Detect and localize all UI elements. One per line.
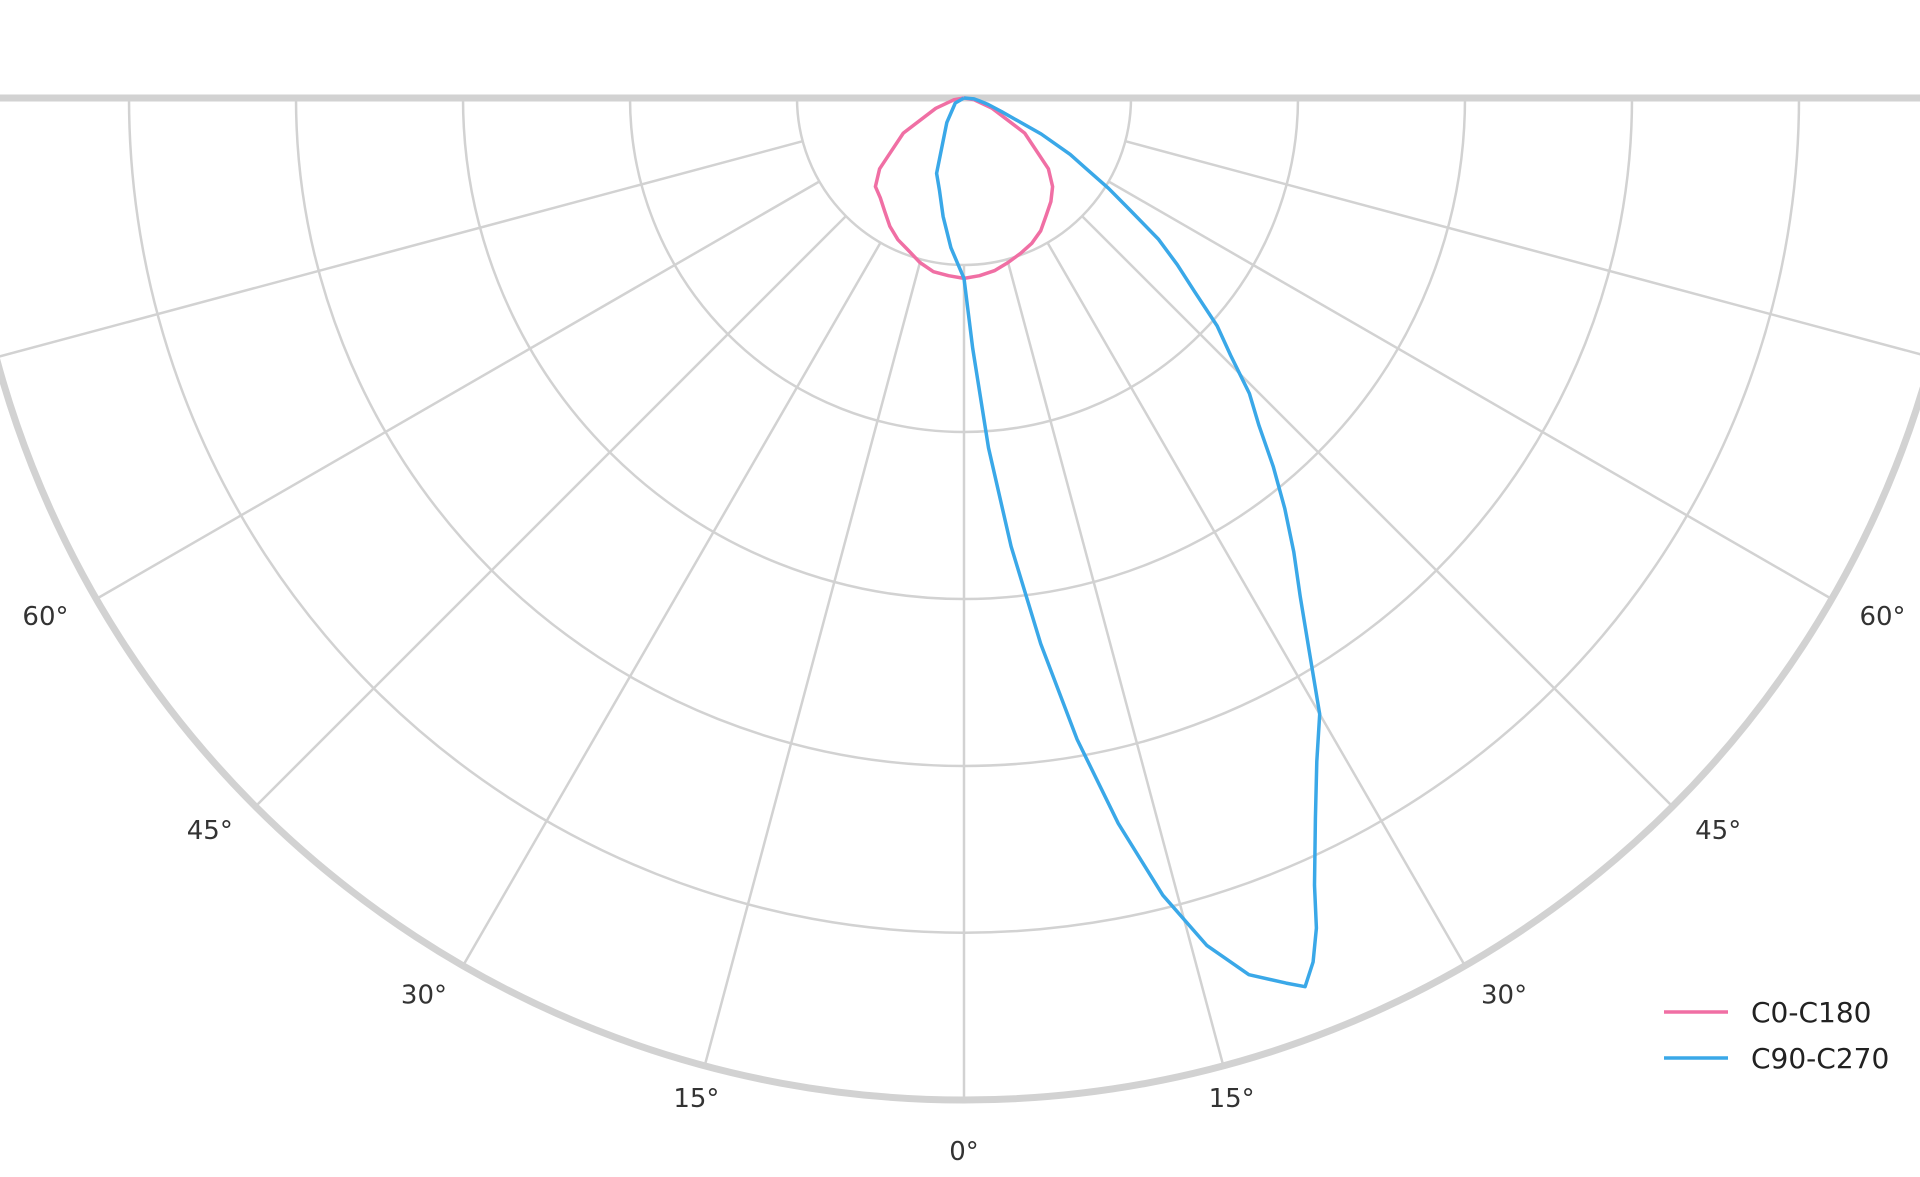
series-line-c90-c270	[934, 96, 1322, 989]
polar-grid	[0, 94, 1920, 1104]
grid-spoke	[1046, 242, 1467, 967]
angle-tick-label: 0°	[949, 1137, 979, 1167]
legend-label-c90-c270: C90-C270	[1751, 1042, 1889, 1075]
legend: C0-C180 C90-C270	[1664, 996, 1889, 1075]
grid-spoke	[703, 258, 922, 1067]
grid-spoke	[1081, 215, 1674, 808]
angle-tick-label: 30°	[1481, 980, 1527, 1010]
grid-spoke	[95, 180, 820, 601]
grid-spoke	[1108, 180, 1833, 601]
angle-tick-label: 15°	[673, 1084, 719, 1114]
data-series	[873, 96, 1322, 989]
grid-ring	[795, 97, 1133, 267]
grid-spoke	[1124, 140, 1920, 356]
angle-tick-label: 60°	[22, 602, 68, 632]
grid-spoke	[461, 242, 882, 967]
legend-label-c0-c180: C0-C180	[1751, 996, 1871, 1029]
angle-tick-label: 45°	[1695, 816, 1741, 846]
angle-tick-label: 45°	[187, 816, 233, 846]
angle-tick-label: 15°	[1209, 1084, 1255, 1114]
angle-tick-label: 30°	[401, 980, 447, 1010]
grid-spoke	[254, 215, 847, 808]
angle-tick-label: 60°	[1859, 602, 1905, 632]
grid-spoke	[0, 140, 804, 358]
angle-labels: 90°75°60°45°30°15°0°15°30°45°60°75°90°	[22, 602, 1905, 1167]
grid-spoke	[1006, 258, 1225, 1067]
